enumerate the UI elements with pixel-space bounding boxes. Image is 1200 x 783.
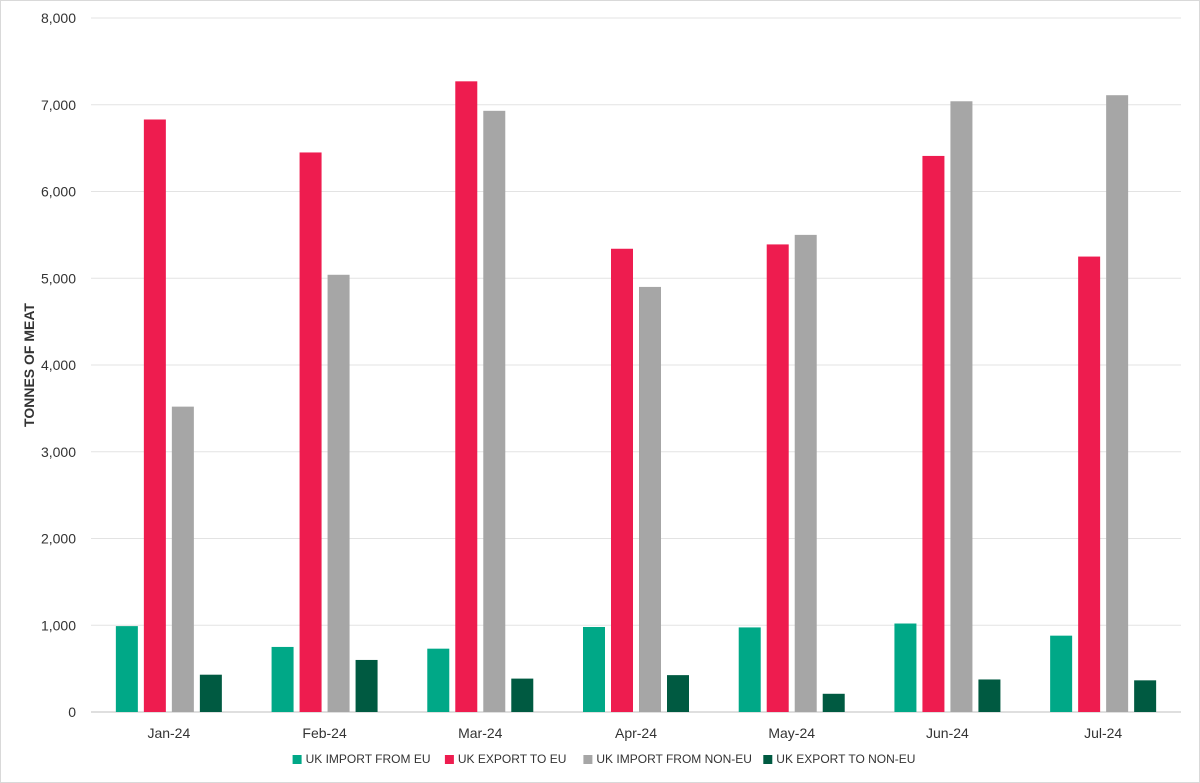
y-tick-label: 1,000 <box>41 617 76 633</box>
x-axis-ticks: Jan-24 Feb-24 Mar-24 Apr-24 May-24 Jun-24 Jul-… <box>147 725 1122 741</box>
bar <box>171 406 194 712</box>
x-tick-label: Mar-24 <box>458 725 503 741</box>
bar <box>794 234 817 712</box>
y-tick-label: 8,000 <box>41 10 76 26</box>
legend-entry: UK EXPORT TO EU <box>458 752 566 766</box>
bar <box>766 244 789 713</box>
x-tick-label: Jun-24 <box>926 725 969 741</box>
y-tick-label: 2,000 <box>41 531 76 547</box>
legend: UK IMPORT FROM EU UK EXPORT TO EU UK IMPOR… <box>292 752 915 766</box>
bar <box>483 110 506 712</box>
bars <box>115 81 1157 713</box>
legend-entry: UK IMPORT FROM NON-EU <box>596 752 752 766</box>
bar <box>299 152 322 712</box>
bar <box>511 678 534 712</box>
bar <box>583 626 605 712</box>
x-tick-label: Jan-24 <box>147 725 190 741</box>
bar <box>115 626 138 712</box>
legend-entry: UK EXPORT TO NON-EU <box>776 752 915 766</box>
bar <box>667 675 689 712</box>
bar <box>455 81 478 712</box>
x-tick-label: Feb-24 <box>302 725 347 741</box>
bar <box>639 286 661 712</box>
x-tick-label: Jul-24 <box>1084 725 1122 741</box>
y-tick-label: 4,000 <box>41 357 76 373</box>
bar <box>143 119 166 712</box>
bar <box>199 674 222 712</box>
x-tick-label: May-24 <box>768 725 815 741</box>
gridlines <box>91 17 1181 713</box>
bar <box>950 101 973 712</box>
legend-entry: UK IMPORT FROM EU <box>306 752 431 766</box>
bar <box>822 693 845 712</box>
bar <box>922 155 945 712</box>
bar <box>427 648 450 712</box>
y-tick-label: 7,000 <box>41 97 76 113</box>
bar <box>1050 635 1073 712</box>
x-tick-label: Apr-24 <box>615 725 657 741</box>
bar <box>894 623 917 712</box>
y-tick-label: 5,000 <box>41 270 76 286</box>
y-axis-ticks: 0 1,000 2,000 3,000 4,000 5,000 6,000 7,000 8,00… <box>41 10 76 720</box>
y-axis-label: TONNES OF MEAT <box>21 303 37 427</box>
legend-swatch <box>292 755 302 764</box>
bar <box>327 274 350 712</box>
legend-swatch <box>444 755 454 764</box>
bar <box>978 679 1001 712</box>
bar <box>611 248 633 712</box>
y-tick-label: 0 <box>68 704 76 720</box>
bar <box>1134 680 1157 712</box>
bar <box>355 659 378 712</box>
legend-swatch <box>583 755 593 764</box>
bar <box>271 646 294 712</box>
bar <box>738 627 761 712</box>
y-tick-label: 6,000 <box>41 184 76 200</box>
bar <box>1078 256 1101 712</box>
y-tick-label: 3,000 <box>41 444 76 460</box>
bar <box>1106 95 1129 712</box>
legend-swatch <box>763 755 773 764</box>
